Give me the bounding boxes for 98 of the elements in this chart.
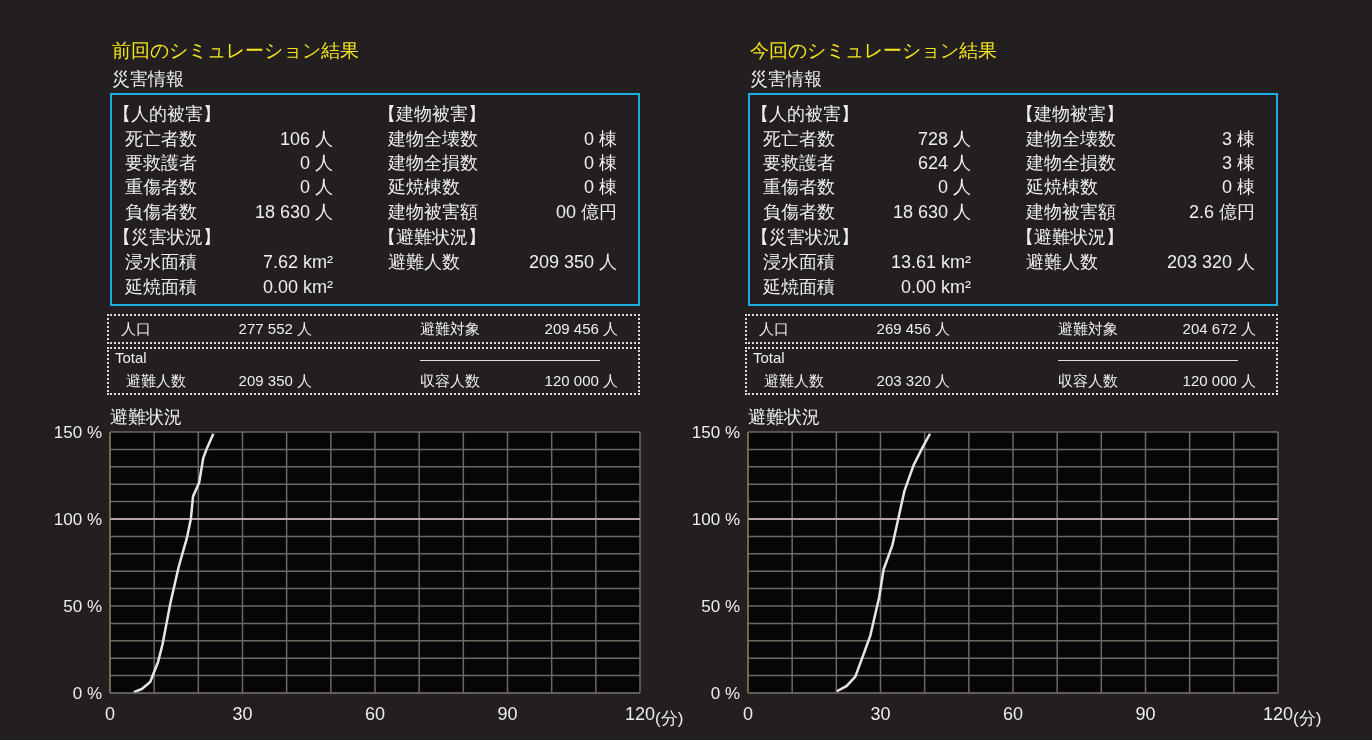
text: 避難対象 — [1058, 320, 1118, 338]
text: 203 320 人 — [1166, 252, 1255, 274]
text: 建物被害額 — [1026, 202, 1116, 224]
text: 0 棟 — [583, 153, 617, 175]
y-tick-label: 0 % — [72, 684, 102, 704]
text: 0.00 km² — [900, 277, 971, 299]
text: 277 552 人 — [238, 320, 312, 338]
chart-title: 避難状況 — [748, 406, 820, 429]
y-tick-label: 150 % — [691, 423, 740, 443]
x-tick-label: 30 — [232, 703, 253, 724]
text: 延焼面積 — [763, 277, 835, 299]
text: 重傷者数 — [125, 177, 197, 199]
text: 収容人数 — [420, 372, 480, 390]
text: 建物全損数 — [1026, 153, 1116, 175]
y-tick-label: 150 % — [53, 423, 102, 443]
text: 人口 — [121, 320, 151, 338]
x-axis-title: (分) — [655, 709, 684, 730]
text: 0.00 km² — [262, 277, 333, 299]
text: 0 人 — [299, 177, 333, 199]
x-tick-label: 90 — [1135, 703, 1156, 724]
text: 重傷者数 — [763, 177, 835, 199]
text: 269 456 人 — [876, 320, 950, 338]
text: 3 棟 — [1221, 153, 1255, 175]
text: 0 棟 — [583, 129, 617, 151]
text: 負傷者数 — [763, 202, 835, 224]
text: Total — [115, 349, 147, 367]
text: 建物全壊数 — [388, 129, 478, 151]
y-tick-label: 100 % — [691, 510, 740, 530]
text: 人口 — [759, 320, 789, 338]
x-tick-label: 60 — [364, 703, 386, 724]
text: 災害情報 — [750, 68, 822, 91]
text: 3 棟 — [1221, 129, 1255, 151]
x-tick-label: 120 — [1262, 703, 1294, 724]
text: 建物全損数 — [388, 153, 478, 175]
text: 120 000 人 — [1182, 372, 1256, 390]
text: 【建物被害】 — [378, 104, 486, 126]
text: 死亡者数 — [125, 129, 197, 151]
x-tick-label: 0 — [104, 703, 116, 724]
text: 【避難状況】 — [378, 227, 486, 249]
text: 209 456 人 — [544, 320, 618, 338]
text: 避難人数 — [126, 372, 186, 390]
text: 要救護者 — [125, 153, 197, 175]
text: 避難人数 — [764, 372, 824, 390]
text: 死亡者数 — [763, 129, 835, 151]
text: 624 人 — [917, 153, 971, 175]
text: 避難対象 — [420, 320, 480, 338]
text: 18 630 人 — [892, 202, 971, 224]
text: 7.62 km² — [262, 252, 333, 274]
text: 要救護者 — [763, 153, 835, 175]
text: 【人的被害】 — [751, 104, 859, 126]
text: 延焼面積 — [125, 277, 197, 299]
text: 【災害状況】 — [751, 227, 859, 249]
text: 避難人数 — [388, 252, 460, 274]
y-tick-label: 50 % — [701, 597, 740, 617]
text: 浸水面積 — [763, 252, 835, 274]
text: 203 320 人 — [876, 372, 950, 390]
text: 120 000 人 — [544, 372, 618, 390]
text: 106 人 — [279, 129, 333, 151]
text: 18 630 人 — [254, 202, 333, 224]
text: 【人的被害】 — [113, 104, 221, 126]
text: 今回のシミュレーション結果 — [750, 39, 997, 63]
text: 209 350 人 — [528, 252, 617, 274]
text: 延焼棟数 — [388, 177, 460, 199]
text: 2.6 億円 — [1188, 202, 1255, 224]
text: 浸水面積 — [125, 252, 197, 274]
text: 728 人 — [917, 129, 971, 151]
text: Total — [753, 349, 785, 367]
text: 避難人数 — [1026, 252, 1098, 274]
y-tick-label: 100 % — [53, 510, 102, 530]
text: 【災害状況】 — [113, 227, 221, 249]
text: 【建物被害】 — [1016, 104, 1124, 126]
text: 負傷者数 — [125, 202, 197, 224]
text: 災害情報 — [112, 68, 184, 91]
text: 0 人 — [299, 153, 333, 175]
y-tick-label: 50 % — [63, 597, 102, 617]
text: 前回のシミュレーション結果 — [112, 39, 359, 63]
text: 204 672 人 — [1182, 320, 1256, 338]
text: 延焼棟数 — [1026, 177, 1098, 199]
x-tick-label: 30 — [870, 703, 891, 724]
chart-title: 避難状況 — [110, 406, 182, 429]
text: 00 億円 — [555, 202, 617, 224]
text: 0 棟 — [1221, 177, 1255, 199]
x-tick-label: 0 — [742, 703, 754, 724]
x-tick-label: 60 — [1002, 703, 1024, 724]
text: 収容人数 — [1058, 372, 1118, 390]
line-series — [132, 432, 215, 693]
text: 建物被害額 — [388, 202, 478, 224]
x-axis-title: (分) — [1293, 709, 1322, 730]
x-tick-label: 120 — [624, 703, 656, 724]
text: 建物全壊数 — [1026, 129, 1116, 151]
line-series — [835, 432, 932, 693]
text: 209 350 人 — [238, 372, 312, 390]
text: 13.61 km² — [890, 252, 971, 274]
y-tick-label: 0 % — [710, 684, 740, 704]
text: 【避難状況】 — [1016, 227, 1124, 249]
x-tick-label: 90 — [497, 703, 518, 724]
text: 0 棟 — [583, 177, 617, 199]
text: 0 人 — [937, 177, 971, 199]
